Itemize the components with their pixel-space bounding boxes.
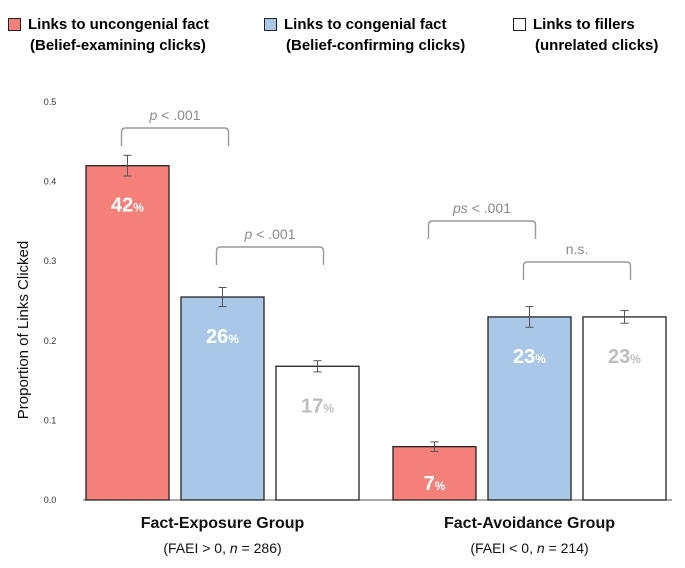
group-sublabel: (FAEI > 0, n = 286) (163, 540, 281, 556)
legend-label-uncongenial: Links to uncongenial fact (28, 16, 209, 33)
bar-value-percent: % (228, 332, 239, 346)
significance-stat: p (244, 226, 253, 242)
significance-bracket (215, 246, 325, 265)
group-sublabel-part: (FAEI < 0, (470, 540, 537, 556)
group-sublabel-part: n (537, 540, 545, 556)
bar-value-label: 42% (111, 195, 144, 217)
bar (582, 316, 667, 501)
significance-value: < .001 (468, 200, 511, 216)
bar (275, 365, 360, 501)
legend-sublabel-congenial: (Belief-confirming clicks) (286, 37, 466, 54)
bar (392, 446, 477, 501)
bar-value-number: 7 (424, 473, 435, 495)
significance-stat: p (149, 107, 158, 123)
significance-bracket (522, 261, 632, 280)
y-tick-label: 0.0 (44, 495, 57, 505)
bar-value-percent: % (435, 479, 446, 493)
significance-bracket (427, 220, 537, 239)
significance-value: < .001 (252, 226, 295, 242)
group-sublabel: (FAEI < 0, n = 214) (470, 540, 588, 556)
bar (180, 296, 265, 501)
group-label: Fact-Exposure Group (141, 515, 305, 532)
y-axis-label: Proportion of Links Clicked (15, 241, 32, 419)
bar-value-number: 23 (513, 346, 535, 368)
group-sublabel-part: (FAEI > 0, (163, 540, 230, 556)
significance-value: n.s. (566, 241, 589, 257)
bar-value-percent: % (535, 352, 546, 366)
significance-value: < .001 (157, 107, 200, 123)
bar (487, 316, 572, 501)
bar-value-percent: % (133, 201, 144, 215)
bar-value-percent: % (630, 352, 641, 366)
bar-value-label: 7% (424, 473, 446, 495)
group-sublabel-part: = 286) (238, 540, 282, 556)
y-tick-label: 0.1 (44, 415, 57, 425)
bar (85, 165, 170, 501)
legend-swatch-fillers (513, 18, 526, 31)
bar-value-label: 26% (206, 326, 239, 348)
y-tick-label: 0.3 (44, 256, 57, 266)
significance-label: n.s. (566, 241, 589, 257)
group-label: Fact-Avoidance Group (444, 515, 615, 532)
significance-label: ps < .001 (452, 200, 511, 216)
y-tick-label: 0.4 (44, 177, 57, 187)
bar-value-number: 42 (111, 195, 133, 217)
bar-value-number: 17 (301, 395, 323, 417)
legend-swatch-congenial (264, 18, 277, 31)
significance-label: p < .001 (149, 107, 201, 123)
significance-label: p < .001 (244, 226, 296, 242)
legend-sublabel-fillers: (unrelated clicks) (535, 37, 659, 54)
bar-value-percent: % (323, 401, 334, 415)
y-tick-label: 0.5 (44, 97, 57, 107)
legend-label-congenial: Links to congenial fact (284, 16, 447, 33)
bar-value-label: 17% (301, 395, 334, 417)
group-sublabel-part: n (230, 540, 238, 556)
bar-value-number: 26 (206, 326, 228, 348)
legend-sublabel-uncongenial: (Belief-examining clicks) (30, 37, 206, 54)
legend: Links to uncongenial fact (Belief-examin… (6, 14, 679, 62)
group-sublabel-part: = 214) (545, 540, 589, 556)
bar-value-label: 23% (513, 346, 546, 368)
legend-label-fillers: Links to fillers (533, 16, 635, 33)
legend-swatch-uncongenial (8, 18, 21, 31)
y-tick-label: 0.2 (44, 336, 57, 346)
bar-value-number: 23 (608, 346, 630, 368)
significance-stat: ps (452, 200, 468, 216)
bar-value-label: 23% (608, 346, 641, 368)
significance-bracket (120, 127, 230, 146)
